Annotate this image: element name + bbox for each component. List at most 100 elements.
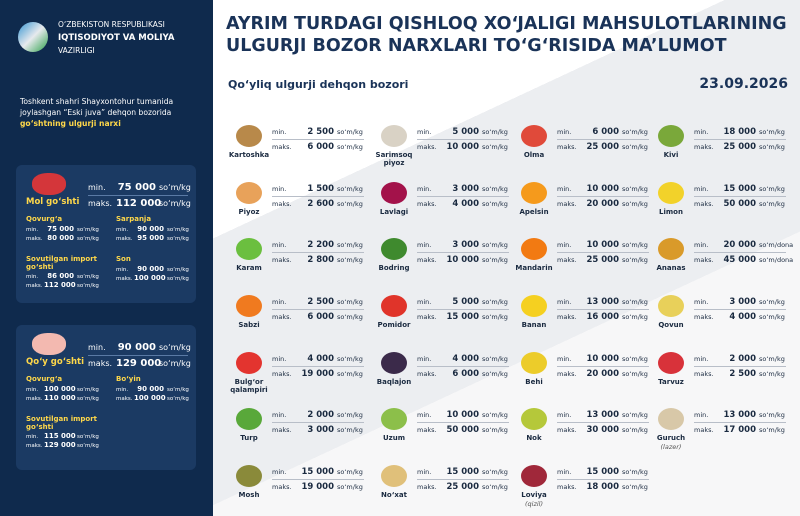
- price-unit: so‘m/kg: [337, 256, 363, 264]
- divider: [417, 366, 509, 367]
- price-row: min. 90 000 so‘m/kg: [116, 265, 189, 273]
- product-icon: [658, 295, 684, 317]
- price-unit: so‘m/kg: [482, 483, 508, 491]
- price-value: 13 000: [723, 410, 756, 420]
- price-label: min.: [272, 128, 287, 136]
- divider: [88, 195, 188, 196]
- price-row: min. 4 000 so‘m/kg: [272, 354, 363, 364]
- price-value: 3 000: [452, 240, 479, 250]
- product-name: Sarimsoq piyoz: [375, 151, 413, 167]
- price-label: maks.: [116, 396, 133, 402]
- divider: [557, 479, 649, 480]
- product-note: (qizil): [524, 500, 544, 508]
- price-label: maks.: [272, 426, 292, 434]
- price-row: maks. 25 000 so‘m/kg: [417, 482, 508, 492]
- product-icon: [521, 295, 547, 317]
- price-unit: so‘m/kg: [759, 313, 785, 321]
- price-row: maks. 4 000 so‘m/kg: [417, 199, 508, 209]
- product-icon: [236, 238, 262, 260]
- product-name: Turp: [240, 434, 258, 442]
- product-icon: [236, 408, 262, 430]
- logo: [18, 22, 48, 52]
- price-label: min.: [272, 411, 287, 419]
- product-name: Behi: [525, 378, 543, 386]
- product-name: Ananas: [656, 264, 686, 272]
- price-unit: so‘m/kg: [759, 128, 785, 136]
- price-row: min. 75 000 so‘m/kg: [26, 225, 99, 233]
- product-icon: [521, 238, 547, 260]
- price-unit: so‘m/kg: [159, 199, 191, 208]
- price-label: min.: [694, 411, 709, 419]
- price-label: min.: [694, 241, 709, 249]
- price-unit: so‘m/kg: [622, 370, 648, 378]
- product-icon: [381, 125, 407, 147]
- price-unit: so‘m/kg: [759, 411, 785, 419]
- price-unit: so‘m/kg: [167, 227, 189, 233]
- price-label: maks.: [417, 200, 437, 208]
- price-value: 18 000: [723, 127, 756, 137]
- product-name: Piyoz: [238, 208, 260, 216]
- product-name: Limon: [659, 208, 683, 216]
- price-label: min.: [272, 355, 287, 363]
- price-label: min.: [557, 468, 572, 476]
- price-label: min.: [116, 387, 129, 393]
- price-row: maks. 19 000 so‘m/kg: [272, 482, 363, 492]
- price-value: 10 000: [586, 240, 619, 250]
- price-value: 2 500: [729, 369, 756, 379]
- price-value: 2 800: [307, 255, 334, 265]
- divider: [417, 196, 509, 197]
- price-unit: so‘m/kg: [77, 443, 99, 449]
- price-row: maks. 15 000 so‘m/kg: [417, 312, 508, 322]
- price-value: 13 000: [586, 410, 619, 420]
- price-unit: so‘m/kg: [482, 468, 508, 476]
- price-label: maks.: [88, 359, 113, 368]
- price-row: maks. 6 000 so‘m/kg: [417, 369, 508, 379]
- price-label: min.: [417, 241, 432, 249]
- price-row: min. 13 000 so‘m/kg: [557, 297, 648, 307]
- product-icon: [381, 295, 407, 317]
- price-value: 3 000: [729, 297, 756, 307]
- price-label: min.: [272, 241, 287, 249]
- price-unit: so‘m/dona: [759, 256, 794, 264]
- price-label: min.: [26, 387, 39, 393]
- price-row: maks. 45 000 so‘m/dona: [694, 255, 793, 265]
- divider: [88, 355, 188, 356]
- divider: [694, 422, 786, 423]
- price-unit: so‘m/kg: [622, 298, 648, 306]
- price-unit: so‘m/kg: [622, 411, 648, 419]
- price-value: 5 000: [452, 127, 479, 137]
- price-row: maks. 129 000 so‘m/kg: [26, 441, 99, 449]
- price-label: min.: [694, 355, 709, 363]
- divider: [694, 366, 786, 367]
- price-value: 75 000: [47, 225, 74, 233]
- price-label: maks.: [116, 276, 133, 282]
- product-icon: [658, 352, 684, 374]
- product-icon: [236, 182, 262, 204]
- price-unit: so‘m/kg: [622, 256, 648, 264]
- divider: [272, 366, 364, 367]
- price-row: maks. 2 800 so‘m/kg: [272, 255, 363, 265]
- price-unit: so‘m/kg: [482, 200, 508, 208]
- price-unit: so‘m/kg: [482, 128, 508, 136]
- price-row: min. 10 000 so‘m/kg: [417, 410, 508, 420]
- product-icon: [381, 465, 407, 487]
- price-row: maks. 25 000 so‘m/kg: [694, 142, 785, 152]
- price-row: min. 6 000 so‘m/kg: [557, 127, 648, 137]
- product-icon: [658, 408, 684, 430]
- product-icon: [658, 238, 684, 260]
- price-unit: so‘m/kg: [337, 298, 363, 306]
- intro-highlight: go‘shtning ulgurji narxi: [20, 119, 121, 128]
- cut-name: Qovurg‘a: [26, 215, 63, 223]
- price-unit: so‘m/kg: [759, 370, 785, 378]
- price-unit: so‘m/kg: [337, 143, 363, 151]
- price-label: min.: [417, 185, 432, 193]
- price-unit: so‘m/kg: [159, 183, 191, 192]
- divider: [417, 309, 509, 310]
- price-label: maks.: [694, 370, 714, 378]
- price-unit: so‘m/kg: [622, 483, 648, 491]
- price-row: min. 1 500 so‘m/kg: [272, 184, 363, 194]
- price-value: 20 000: [586, 369, 619, 379]
- product-name: Olma: [523, 151, 545, 159]
- price-value: 95 000: [137, 234, 164, 242]
- price-value: 15 000: [446, 467, 479, 477]
